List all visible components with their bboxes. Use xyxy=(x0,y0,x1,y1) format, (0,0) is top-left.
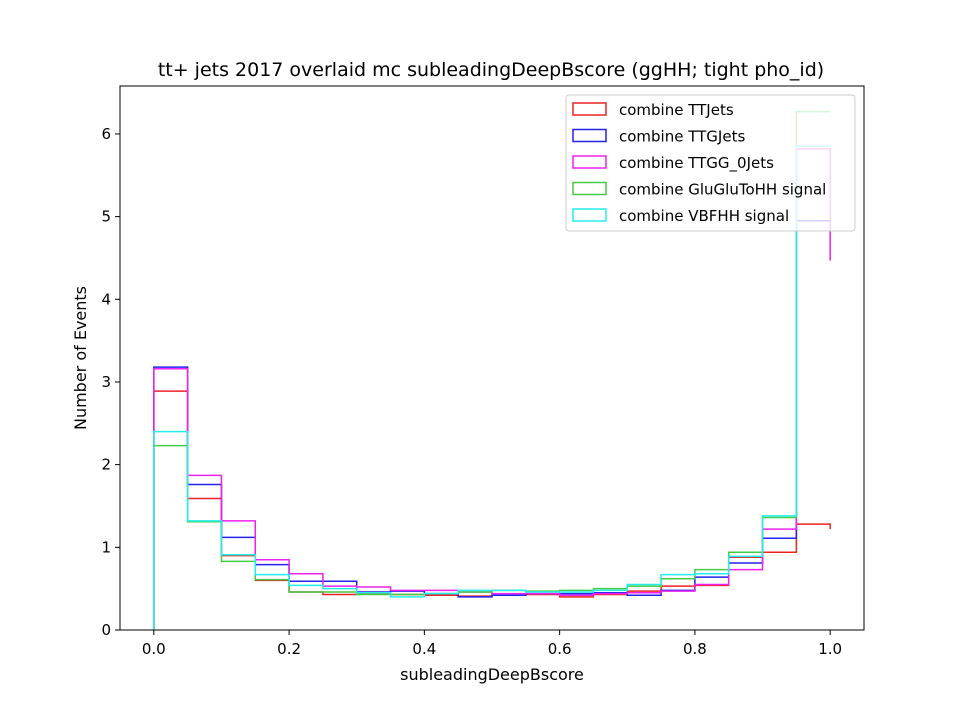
legend-swatch xyxy=(572,181,607,196)
plot-frame xyxy=(119,85,865,631)
x-tick-label: 0.0 xyxy=(142,640,166,658)
legend-label: combine TTGG_0Jets xyxy=(619,154,774,173)
y-tick-label: 2 xyxy=(101,456,111,474)
legend-swatch xyxy=(572,128,607,143)
x-tick-label: 1.0 xyxy=(818,640,842,658)
y-tick-label: 3 xyxy=(101,373,111,391)
x-axis: 0.0 0.2 0.4 0.6 0.8 1.0 xyxy=(142,630,842,658)
legend-label: combine TTJets xyxy=(619,101,734,119)
legend-box xyxy=(565,94,856,232)
x-tick-label: 0.4 xyxy=(412,640,436,658)
legend-label: combine TTGJets xyxy=(619,128,745,146)
x-tick-label: 0.8 xyxy=(683,640,707,658)
series-layer xyxy=(153,110,831,630)
chart-title: tt+ jets 2017 overlaid mc subleadingDeep… xyxy=(158,59,824,81)
legend: combine TTJets combine TTGJets combine TTG… xyxy=(565,94,856,232)
y-axis: 0 1 2 3 4 5 6 xyxy=(101,125,120,639)
y-axis-label: Number of Events xyxy=(71,286,90,430)
x-tick-label: 0.2 xyxy=(277,640,301,658)
legend-swatch xyxy=(572,102,607,116)
y-tick-label: 5 xyxy=(101,208,111,226)
legend-label: combine GluGluToHH signal xyxy=(619,181,826,199)
x-tick-label: 0.6 xyxy=(548,640,572,658)
legend-label: combine VBFHH signal xyxy=(619,207,789,225)
histogram-series-3 xyxy=(153,148,831,630)
y-tick-label: 4 xyxy=(101,290,111,308)
y-tick-label: 6 xyxy=(101,125,111,143)
histogram-series-5 xyxy=(153,145,831,630)
legend-swatch xyxy=(572,208,607,222)
y-tick-label: 1 xyxy=(101,538,111,556)
x-axis-label: subleadingDeepBscore xyxy=(400,665,584,684)
y-tick-label: 0 xyxy=(101,621,111,639)
legend-swatch xyxy=(572,155,607,169)
